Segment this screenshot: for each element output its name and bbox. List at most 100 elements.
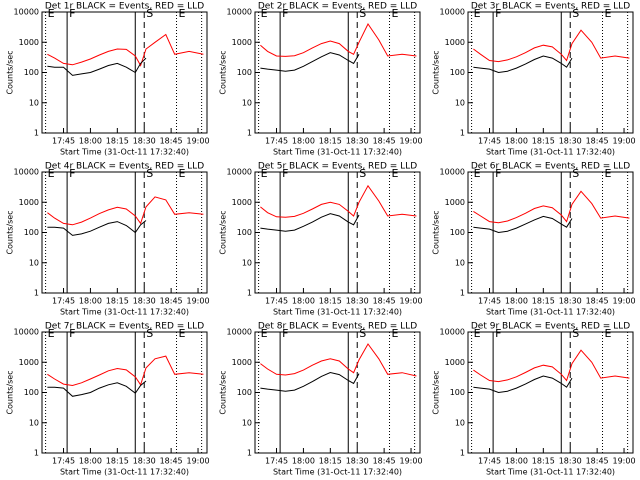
y-axis-label: Counts/sec [6, 370, 15, 414]
x-tick-label: 17:45 [265, 297, 288, 306]
x-tick-label: 18:15 [106, 297, 129, 306]
x-tick-label: 18:45 [160, 137, 183, 146]
marker-label: F [282, 7, 288, 20]
series-line [260, 23, 417, 57]
chart-title: Det 4r BLACK = Events, RED = LLD [45, 162, 204, 172]
y-axis-label: Counts/sec [219, 50, 228, 94]
y-axis-label: Counts/sec [6, 50, 15, 94]
y-axis-label: Counts/sec [432, 210, 441, 254]
marker-label: E [48, 7, 55, 20]
plot-frame [254, 331, 421, 454]
marker-label: S [359, 327, 366, 340]
y-axis-label: Counts/sec [219, 210, 228, 254]
marker-label: S [572, 327, 579, 340]
x-tick-label: 18:30 [346, 297, 369, 306]
y-tick-label: 10000 [227, 328, 252, 337]
marker-label: E [392, 167, 399, 180]
marker-label: E [392, 327, 399, 340]
y-tick-label: 10000 [440, 328, 465, 337]
x-tick-label: 17:45 [478, 457, 501, 466]
chart-title: Det 8r BLACK = Events, RED = LLD [258, 322, 417, 332]
marker-label: E [48, 167, 55, 180]
series-line [47, 33, 204, 67]
y-tick-label: 1 [34, 449, 39, 458]
marker-label: F [495, 167, 501, 180]
y-tick-label: 1000 [19, 198, 39, 207]
y-tick-label: 100 [450, 68, 465, 77]
x-tick-label: 17:45 [265, 457, 288, 466]
plot-frame [467, 171, 634, 294]
series-line [47, 196, 204, 226]
x-tick-label: 19:00 [613, 457, 636, 466]
chart-title: Det 7r BLACK = Events, RED = LLD [45, 322, 204, 332]
y-tick-label: 10 [242, 258, 252, 267]
y-tick-label: 1 [247, 449, 252, 458]
x-tick-label: 18:45 [160, 457, 183, 466]
marker-label: E [261, 7, 268, 20]
x-axis-label: Start Time (31-Oct-11 17:32:40) [486, 308, 615, 317]
x-tick-label: 18:30 [346, 457, 369, 466]
series-line [473, 55, 573, 74]
x-tick-label: 18:15 [532, 457, 555, 466]
x-tick-label: 18:45 [373, 137, 396, 146]
x-tick-label: 19:00 [187, 137, 210, 146]
y-axis-label: Counts/sec [432, 370, 441, 414]
marker-label: E [474, 327, 481, 340]
x-tick-label: 18:30 [559, 137, 582, 146]
series-line [473, 349, 630, 383]
marker-label: E [392, 7, 399, 20]
y-tick-label: 10000 [14, 328, 39, 337]
y-tick-label: 1 [34, 129, 39, 138]
y-tick-label: 10000 [227, 8, 252, 17]
marker-label: F [69, 7, 75, 20]
marker-label: F [69, 327, 75, 340]
chart-title: Det 5r BLACK = Events, RED = LLD [258, 162, 417, 172]
marker-label: E [605, 167, 612, 180]
y-axis-label: Counts/sec [219, 370, 228, 414]
y-tick-label: 10000 [440, 8, 465, 17]
plot-frame [254, 171, 421, 294]
marker-label: F [495, 327, 501, 340]
series-line [47, 57, 147, 76]
marker-label: E [48, 327, 55, 340]
y-tick-label: 10 [29, 98, 39, 107]
marker-label: E [605, 327, 612, 340]
y-tick-label: 10000 [227, 168, 252, 177]
marker-label: S [146, 167, 153, 180]
x-tick-label: 17:45 [52, 137, 75, 146]
plot-frame [254, 11, 421, 134]
x-tick-label: 18:00 [505, 137, 528, 146]
x-tick-label: 18:45 [586, 297, 609, 306]
series-line [473, 190, 630, 224]
x-tick-label: 17:45 [478, 297, 501, 306]
series-line [473, 29, 630, 63]
x-tick-label: 18:45 [160, 297, 183, 306]
marker-label: S [572, 7, 579, 20]
x-tick-label: 19:00 [187, 297, 210, 306]
x-tick-label: 18:30 [346, 137, 369, 146]
marker-label: F [495, 7, 501, 20]
chart-title: Det 9r BLACK = Events, RED = LLD [471, 322, 630, 332]
series-line [260, 184, 417, 218]
marker-label: S [359, 7, 366, 20]
y-tick-label: 10 [29, 258, 39, 267]
y-tick-label: 1000 [445, 358, 465, 367]
marker-label: E [605, 7, 612, 20]
x-axis-label: Start Time (31-Oct-11 17:32:40) [60, 468, 189, 477]
y-tick-label: 10000 [440, 168, 465, 177]
x-tick-label: 18:00 [292, 297, 315, 306]
x-tick-label: 18:00 [505, 457, 528, 466]
y-tick-label: 100 [237, 68, 252, 77]
x-tick-label: 18:15 [106, 137, 129, 146]
x-axis-label: Start Time (31-Oct-11 17:32:40) [273, 308, 402, 317]
series-line [47, 220, 147, 236]
y-tick-label: 1000 [232, 198, 252, 207]
y-axis-label: Counts/sec [6, 210, 15, 254]
x-tick-label: 17:45 [52, 297, 75, 306]
x-tick-label: 18:15 [532, 297, 555, 306]
marker-label: S [359, 167, 366, 180]
y-axis-label: Counts/sec [432, 50, 441, 94]
marker-label: S [146, 327, 153, 340]
x-tick-label: 19:00 [613, 297, 636, 306]
y-tick-label: 100 [24, 228, 39, 237]
